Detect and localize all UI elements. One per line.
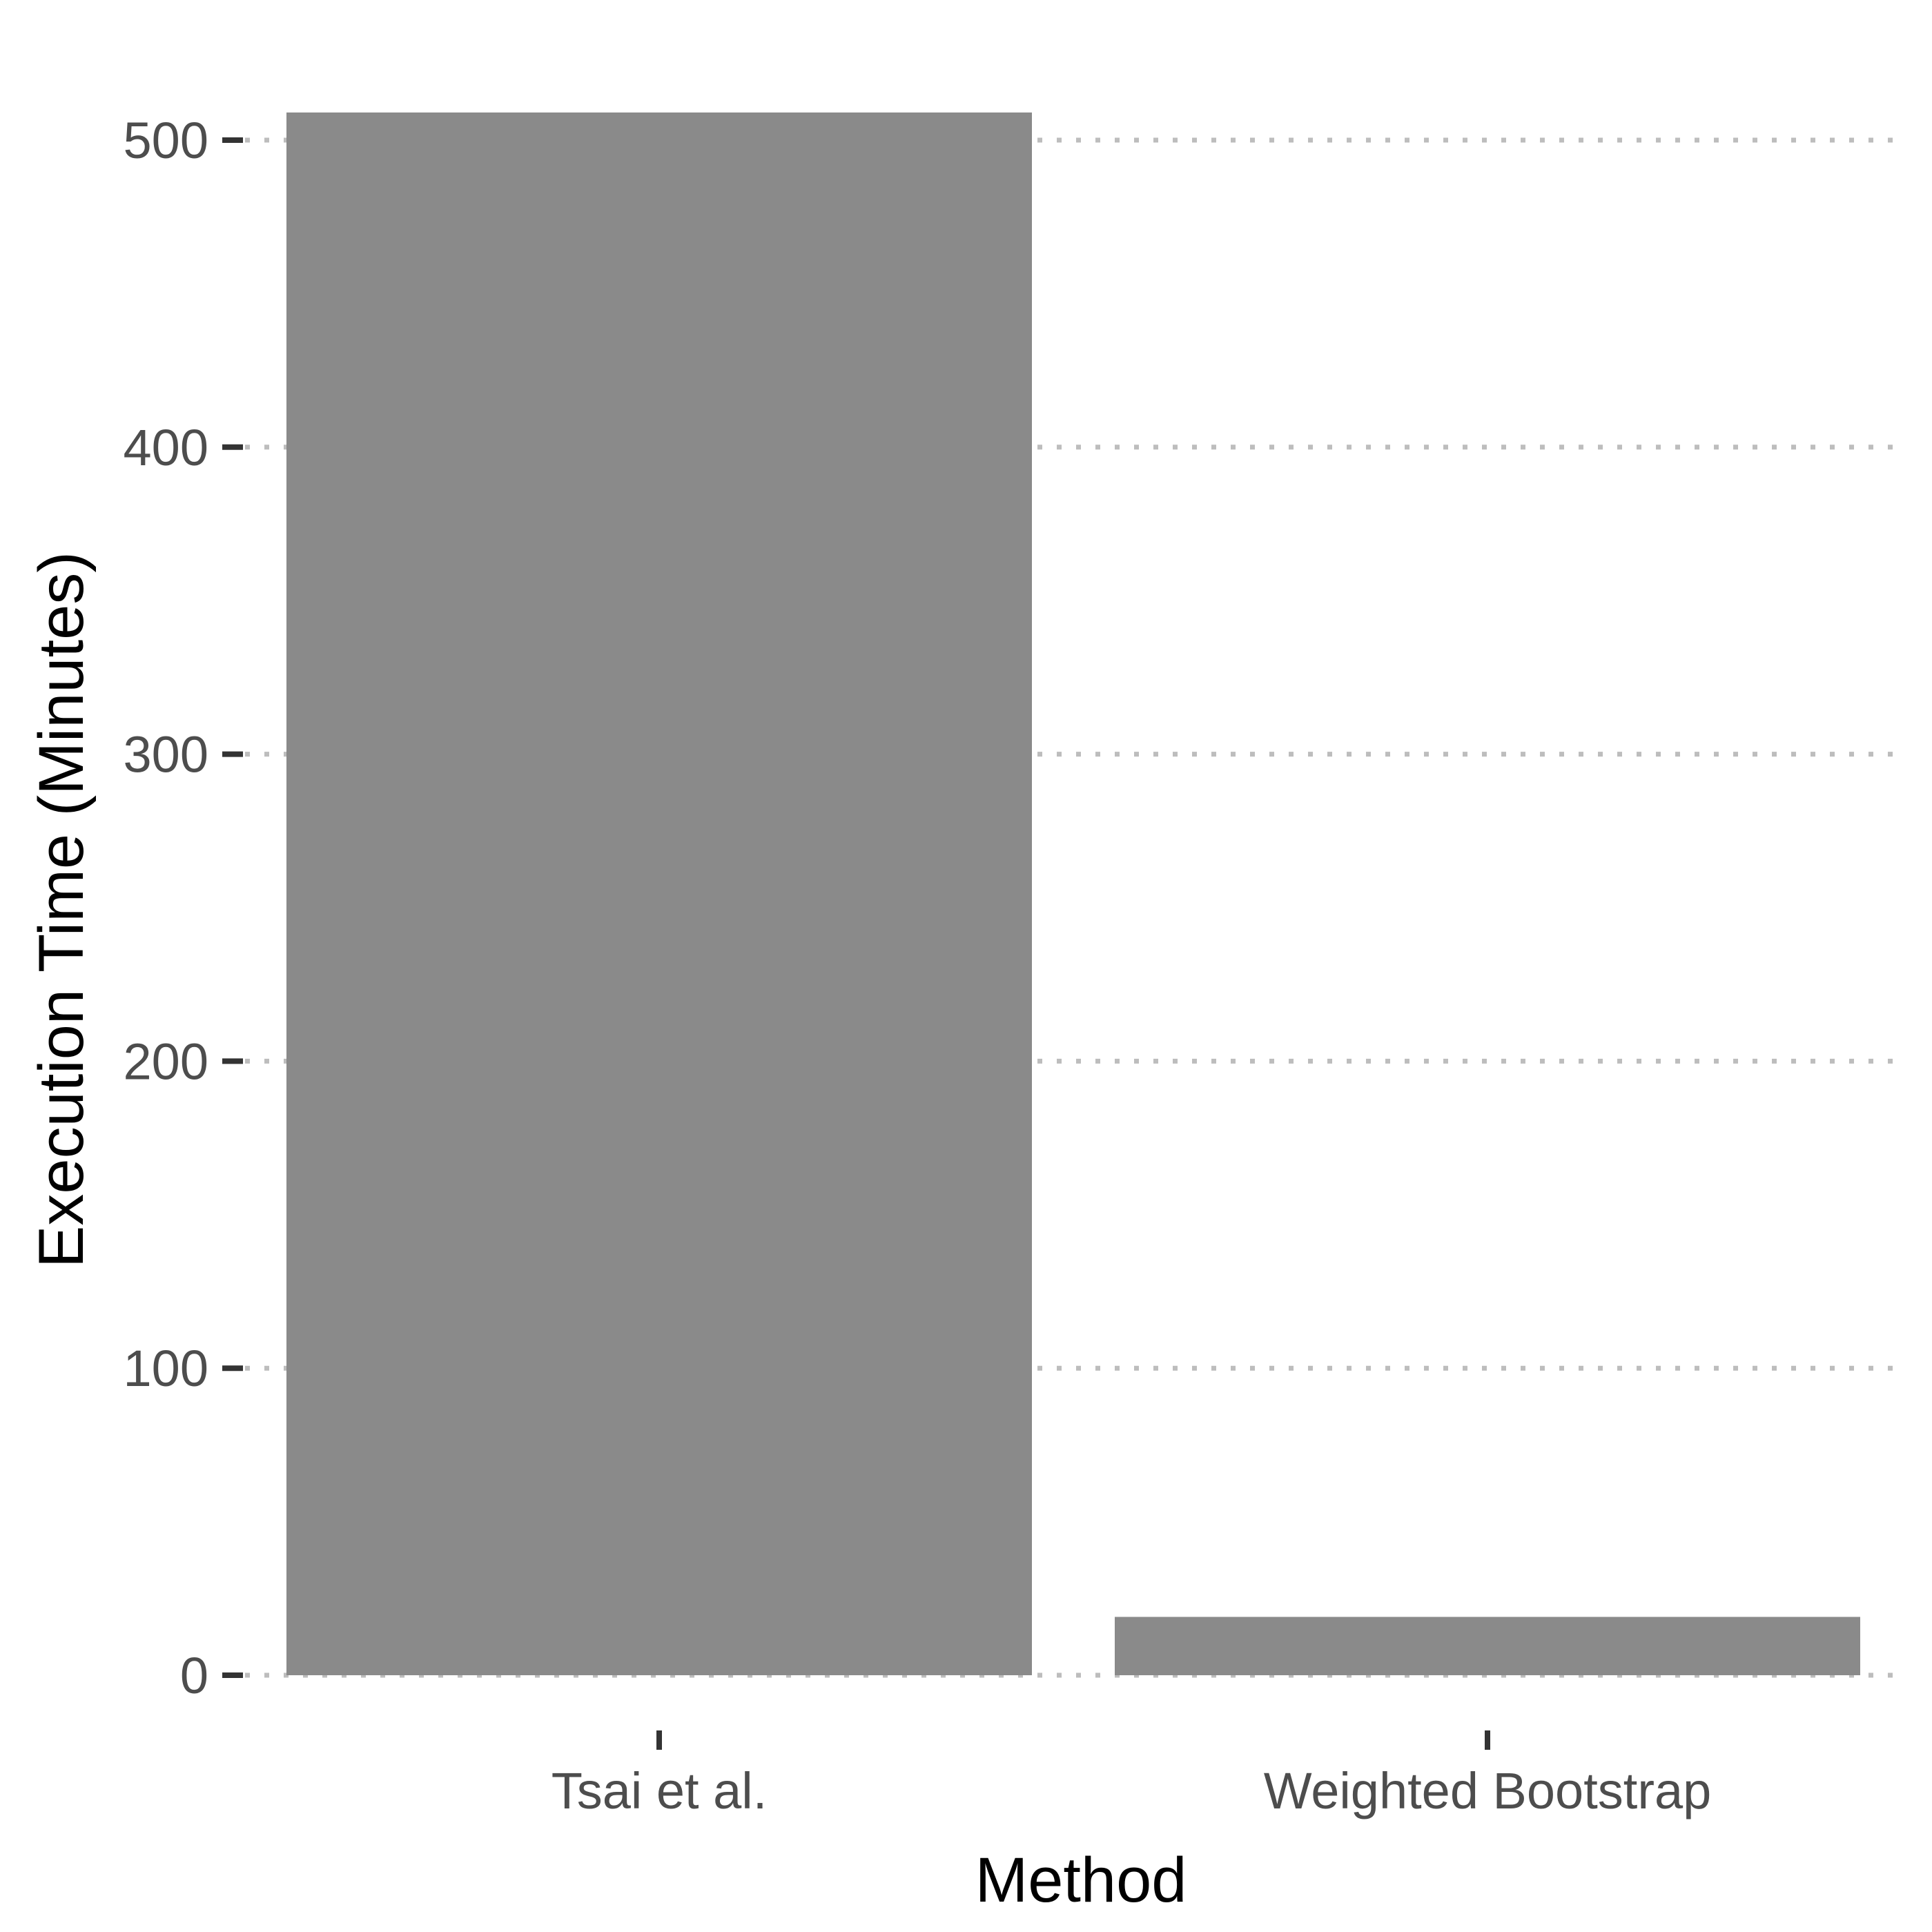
y-axis: 0 100 200 300 400 500 xyxy=(124,112,243,1704)
x-tick-label: Weighted Bootstrap xyxy=(1264,1762,1712,1819)
y-tick-label: 100 xyxy=(124,1340,208,1397)
bar xyxy=(1115,1617,1860,1675)
x-tick-label: Tsai et al. xyxy=(552,1762,768,1819)
y-tick-label: 400 xyxy=(124,419,208,476)
x-axis-title: Method xyxy=(975,1845,1187,1915)
bars xyxy=(286,112,1860,1675)
x-axis: Tsai et al. Weighted Bootstrap xyxy=(552,1730,1712,1819)
y-tick-label: 500 xyxy=(124,112,208,169)
y-tick-label: 0 xyxy=(180,1647,208,1704)
y-tick-label: 300 xyxy=(124,726,208,783)
y-axis-title: Execution Time (Minutes) xyxy=(26,552,97,1268)
bar xyxy=(286,112,1032,1675)
y-tick-label: 200 xyxy=(124,1033,208,1090)
